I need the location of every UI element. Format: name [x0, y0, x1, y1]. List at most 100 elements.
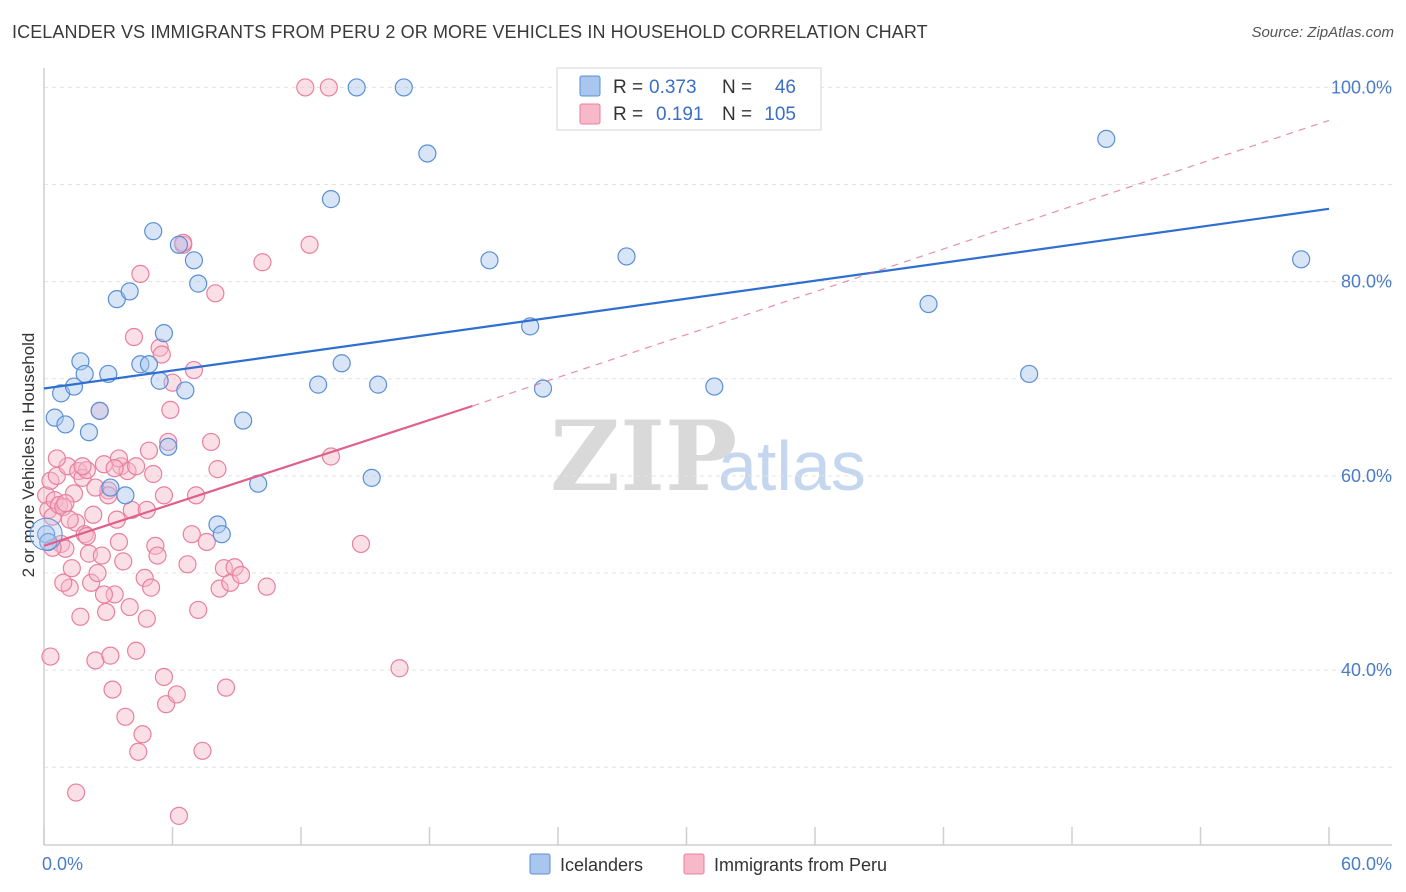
peru-point [73, 457, 92, 476]
peru-point [116, 707, 135, 726]
peru-point [54, 573, 73, 592]
peru-point [114, 552, 133, 571]
peru-point [257, 577, 276, 596]
peru-point [178, 555, 197, 574]
peru-point [94, 585, 114, 604]
peru-point [189, 600, 208, 620]
icelander-point [347, 78, 366, 97]
peru-point [137, 609, 156, 628]
peru-point [210, 579, 229, 598]
peru-point [201, 432, 221, 452]
x-tick-label-min: 0.0% [42, 854, 83, 874]
peru-point [105, 585, 124, 604]
legend-r-label-2: R = [613, 104, 643, 125]
icelander-point [1020, 364, 1039, 384]
series-legend-label-peru: Immigrants from Peru [714, 855, 887, 875]
peru-point [133, 725, 152, 744]
icelander-point [90, 401, 109, 420]
icelander-point [212, 525, 231, 544]
stats-legend-box [556, 67, 822, 131]
peru-point [88, 563, 107, 583]
peru-point [109, 532, 129, 552]
peru-point [300, 235, 319, 254]
peru-point [41, 647, 60, 666]
peru-point [159, 432, 178, 452]
peru-point [231, 565, 251, 585]
icelander-point [169, 235, 189, 254]
watermark-zip: ZIP [550, 400, 737, 513]
peru-point [154, 486, 174, 505]
peru-point [129, 742, 148, 761]
peru-point [126, 457, 146, 476]
peru-point [62, 559, 81, 578]
legend-r-value-1: 0.373 [649, 77, 697, 98]
icelander-point [208, 515, 227, 534]
peru-point [216, 678, 236, 697]
peru-point [103, 680, 122, 699]
peru-point [84, 505, 103, 524]
y-axis-label: 2 or more Vehicles in Household [19, 333, 38, 578]
legend-r-label-1: R = [613, 77, 643, 98]
y-tick-label: 60.0% [1341, 466, 1392, 486]
peru-point [193, 741, 212, 760]
icelander-point [120, 282, 139, 301]
peru-point [390, 659, 409, 678]
peru-point [161, 400, 180, 419]
peru-point [144, 464, 163, 484]
icelander-point [189, 274, 208, 293]
x-tick-label-max: 60.0% [1341, 854, 1392, 874]
peru-point [47, 449, 66, 468]
y-tick-label: 100.0% [1331, 77, 1392, 97]
peru-point [67, 783, 86, 802]
peru-point [139, 441, 159, 460]
peru-point [120, 597, 139, 617]
icelander-point [184, 251, 204, 270]
icelander-point [45, 408, 64, 427]
peru-point [109, 449, 129, 468]
chart-title: ICELANDER VS IMMIGRANTS FROM PERU 2 OR M… [12, 22, 928, 42]
peru-point [86, 651, 105, 670]
peru-point [253, 253, 272, 272]
peru-point [56, 494, 75, 513]
icelander-point [101, 478, 120, 497]
icelander-trend-line [43, 207, 1330, 390]
peru-point [77, 527, 96, 546]
icelander-point [75, 364, 94, 384]
peru-point [319, 78, 338, 97]
peru-point [167, 685, 186, 704]
y-tick-label: 40.0% [1341, 660, 1392, 680]
trend-lines [43, 119, 1330, 547]
icelander-point [234, 411, 253, 430]
icelander-point [362, 468, 381, 487]
stats-legend: R = 0.373 N = 46 R = 0.191 N = 105 [556, 67, 822, 131]
legend-r-value-2: 0.191 [656, 104, 704, 125]
peru-points [37, 78, 409, 825]
peru-point [169, 806, 189, 825]
peru-point [321, 447, 341, 466]
peru-point [126, 641, 146, 660]
icelander-point [480, 251, 499, 270]
legend-swatch-icelanders [579, 75, 601, 97]
icelander-point [56, 415, 75, 434]
icelander-point [154, 324, 174, 343]
series-legend-swatch-icelanders [529, 853, 551, 875]
source-label: Source: ZipAtlas.com [1251, 24, 1394, 41]
icelander-point [919, 294, 938, 314]
legend-n-value-1: 46 [775, 77, 796, 98]
peru-point [131, 264, 150, 284]
peru-point [197, 532, 216, 552]
peru-point [152, 345, 171, 364]
peru-point [141, 578, 161, 597]
y-tick-labels: 40.0% 60.0% 80.0% 100.0% [1331, 77, 1392, 680]
peru-point [101, 646, 120, 665]
icelander-point [533, 379, 553, 398]
peru-point [296, 78, 315, 97]
icelander-point [150, 371, 169, 390]
peru-point [82, 573, 101, 592]
peru-point [150, 338, 169, 357]
icelander-point [394, 78, 413, 97]
peru-point [92, 546, 111, 565]
icelander-point [1097, 129, 1116, 149]
icelander-point [144, 222, 163, 241]
peru-point [154, 667, 174, 687]
